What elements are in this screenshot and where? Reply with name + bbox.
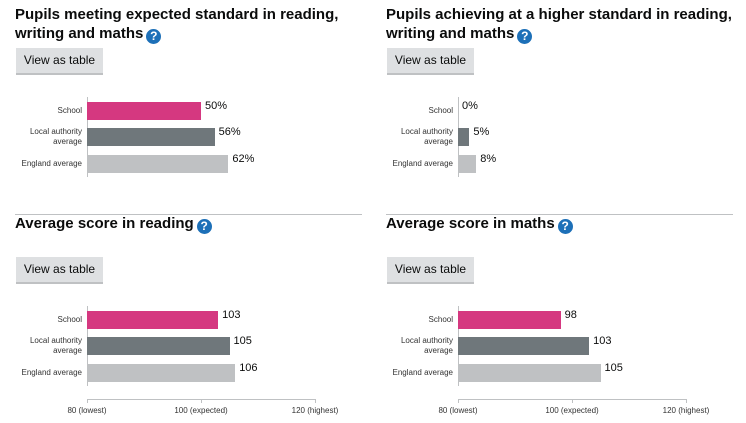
tick-mark [686,399,687,403]
category-label: Local authority average [29,336,82,355]
category-label: School [57,106,82,115]
title-text: Average score in reading [15,215,194,232]
bar-chart: School 50% Local authority average 56% Engla… [15,97,362,207]
x-tick-label: 100 (expected) [545,406,599,415]
chart-panel: Pupils achieving at a higher standard in… [386,0,733,215]
bar [458,311,561,329]
bar [458,128,470,146]
value-label: 5% [473,126,490,138]
view-as-table-button[interactable]: View as table [16,48,103,73]
x-tick-label: 100 (expected) [174,406,228,415]
x-tick-label: 120 (highest) [662,406,710,415]
category-label: School [428,315,453,324]
help-icon[interactable]: ? [557,219,573,234]
value-label: 98 [564,309,577,321]
bar-chart: School 103 Local authority average 105 Engla… [15,306,362,416]
help-icon[interactable]: ? [196,219,212,234]
category-label: School [428,106,453,115]
category-label: Local authority average [29,127,82,146]
tick-mark [87,399,88,403]
category-label: Local authority average [400,336,453,355]
category-label: England average [21,159,83,168]
chart-panel: Average score in reading? View as table Sc… [15,209,362,416]
bar [458,155,477,173]
tick-mark [572,399,573,403]
chart-panel: Average score in maths? View as table Scho… [386,209,733,416]
panel-title: Pupils achieving at a higher standard in… [386,5,733,44]
view-as-table-button[interactable]: View as table [387,48,474,73]
tick-mark [458,399,459,403]
help-icon[interactable]: ? [146,29,162,44]
title-text: Average score in maths [386,215,555,232]
value-label: 105 [604,362,623,374]
title-text: Pupils meeting expected standard in read… [15,6,339,42]
view-as-table-button[interactable]: View as table [16,257,103,282]
panel-title: Average score in reading? [15,214,362,234]
title-text: Pupils achieving at a higher standard in… [386,6,732,42]
x-tick-label: 80 (lowest) [67,406,107,415]
bar [87,155,229,173]
tick-mark [315,399,316,403]
bar [87,128,215,146]
divider [15,214,362,215]
bar [87,102,201,120]
panel-title: Average score in maths? [386,214,733,234]
x-tick-label: 80 (lowest) [438,406,478,415]
category-label: School [57,315,82,324]
category-label: England average [392,368,454,377]
category-label: England average [21,368,83,377]
value-label: 8% [480,153,497,165]
value-label: 106 [239,362,258,374]
value-label: 103 [593,335,612,347]
bar [87,337,230,355]
value-label: 50% [205,100,228,112]
value-label: 0% [462,100,478,112]
bar-chart: School 0% Local authority average 5% England… [386,97,733,207]
value-label: 56% [218,126,241,138]
tick-mark [201,399,202,403]
panel-title: Pupils meeting expected standard in read… [15,5,362,44]
value-label: 103 [222,309,241,321]
help-icon[interactable]: ? [517,29,533,44]
value-label: 62% [232,153,255,165]
bar-chart: School 98 Local authority average 103 Englan… [386,306,733,416]
value-label: 105 [233,335,252,347]
bar [458,364,601,382]
x-tick-label: 120 (highest) [291,406,339,415]
view-as-table-button[interactable]: View as table [387,257,474,282]
bar [87,311,219,329]
category-label: England average [392,159,454,168]
category-label: Local authority average [400,127,453,146]
bar [87,364,236,382]
chart-panel: Pupils meeting expected standard in read… [15,0,362,215]
bar [458,337,590,355]
divider [386,214,733,215]
